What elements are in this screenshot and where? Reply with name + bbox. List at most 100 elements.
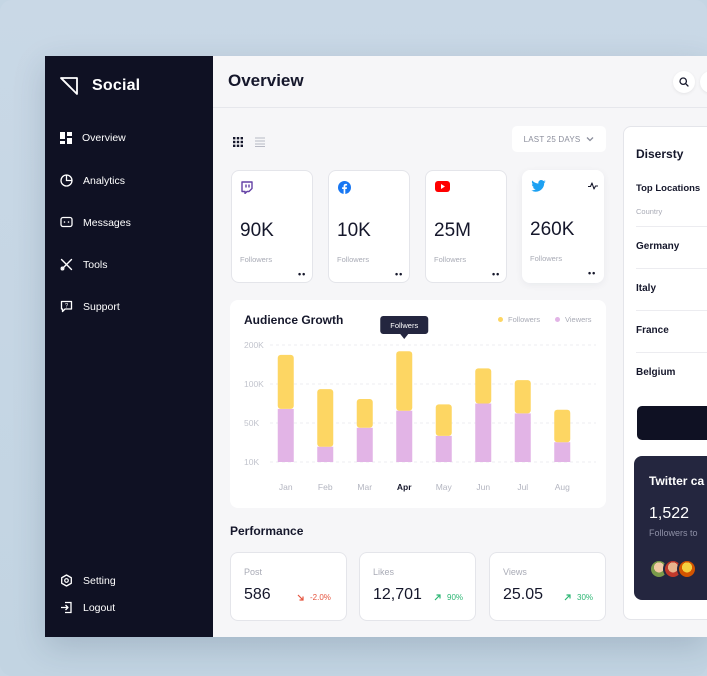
brand-name: Social [92,77,141,94]
more-options-button[interactable]: •• [395,269,404,279]
stat-card-facebook[interactable]: 10K Followers •• [328,170,410,283]
legend-viewers: Viewers [555,315,592,324]
sidebar-item-setting[interactable]: Setting [60,574,116,587]
metric-delta-value: -2.0% [310,593,331,602]
avatar [677,559,697,579]
location-row[interactable]: Belgium [636,367,676,378]
page-title: Overview [228,71,304,90]
bar-followers [356,399,373,428]
grid-icon [233,137,243,147]
grid-view-button[interactable] [233,134,243,152]
brand[interactable]: Social [60,77,140,95]
metric-delta: -2.0% [297,593,331,602]
follower-avatars [649,559,697,579]
twitter-card-subtitle: Followers to [649,528,698,538]
bar-viewers [277,408,294,462]
tooltip-pointer [400,334,409,339]
bar-followers [514,380,531,414]
metric-label: Likes [373,567,395,577]
sidebar-item-tools[interactable]: Tools [60,258,108,271]
metric-delta: 90% [434,593,463,602]
stat-label: Followers [240,255,273,264]
date-range-value: LAST 25 DAYS [523,134,581,144]
metric-label: Post [244,567,263,577]
panel-action-button[interactable] [637,406,707,440]
performance-card-likes[interactable]: Likes 12,701 90% [359,552,476,621]
bar-viewers [554,442,571,462]
twitter-icon [531,180,546,192]
bar-followers [554,409,571,443]
stat-card-twitch[interactable]: 90K Followers •• [231,170,313,283]
sidebar-item-logout[interactable]: Logout [60,601,115,614]
x-tick-label: Jul [517,482,528,492]
performance-card-views[interactable]: Views 25.05 30% [489,552,606,621]
profile-button[interactable] [700,71,707,93]
bar-viewers [396,410,413,462]
performance-card-post[interactable]: Post 586 -2.0% [230,552,347,621]
sidebar-item-label: Logout [83,601,116,614]
y-tick-label: 50K [244,418,259,428]
bar-viewers [356,427,373,462]
sidebar-item-label: Analytics [83,174,126,187]
date-range-select[interactable]: LAST 25 DAYS [512,126,606,152]
message-icon [60,216,73,228]
list-icon [255,137,265,147]
facebook-icon [338,181,351,194]
more-options-button[interactable]: •• [492,269,501,279]
column-header-country: Country [636,207,663,216]
sidebar-item-analytics[interactable]: Analytics [60,174,125,187]
search-button[interactable] [673,71,695,93]
metric-delta-value: 30% [577,593,594,602]
stat-value: 260K [530,219,575,240]
stat-label: Followers [530,254,563,263]
metric-value: 12,701 [373,586,422,603]
sidebar-item-overview[interactable]: Overview [60,132,126,144]
svg-text:?: ? [65,304,69,310]
arrow-down-right-icon [297,594,304,601]
metric-value: 586 [244,586,271,603]
dashboard-icon [60,132,72,144]
list-view-button[interactable] [255,134,265,152]
bar-followers [317,389,334,447]
pie-chart-icon [60,174,73,187]
legend-swatch-followers [498,317,503,322]
tools-icon [60,258,73,271]
stat-value: 10K [337,220,371,241]
divider [636,310,707,311]
twitch-icon [241,181,253,194]
divider [636,226,707,227]
y-tick-label: 100K [244,379,264,389]
location-row[interactable]: Italy [636,283,657,294]
location-row[interactable]: Germany [636,241,680,252]
twitter-card-title: Twitter ca [649,474,705,488]
bar-followers [396,351,413,411]
sidebar-item-label: Overview [82,132,126,144]
sidebar-item-support[interactable]: ? Support [60,300,120,313]
metric-value: 25.05 [503,586,544,603]
tooltip-label: Follwers [390,321,418,330]
x-tick-label: May [436,482,453,492]
sidebar-item-messages[interactable]: Messages [60,216,131,229]
bar-followers [435,404,452,436]
more-options-button[interactable]: •• [298,269,307,279]
divider [636,352,707,353]
chevron-down-icon [586,137,594,142]
sidebar-item-label: Tools [83,258,108,271]
x-tick-label: Jan [279,482,293,492]
legend-label: Viewers [565,315,592,324]
stat-card-twitter[interactable]: 260K Followers •• [522,170,604,283]
more-options-button[interactable]: •• [588,268,597,278]
bar-viewers [475,403,492,462]
arrow-up-right-icon [564,594,571,601]
search-icon [679,77,689,87]
support-icon: ? [60,300,73,313]
stat-card-youtube[interactable]: 25M Followers •• [425,170,507,283]
location-row[interactable]: France [636,325,669,336]
bar-followers [277,354,294,409]
top-bar: Overview [213,56,707,108]
x-tick-label: Jun [476,482,490,492]
tooltip-box [380,316,429,334]
youtube-icon [435,181,450,192]
twitter-card[interactable]: Twitter ca 1,522 Followers to [634,456,707,600]
gear-icon [61,574,72,587]
